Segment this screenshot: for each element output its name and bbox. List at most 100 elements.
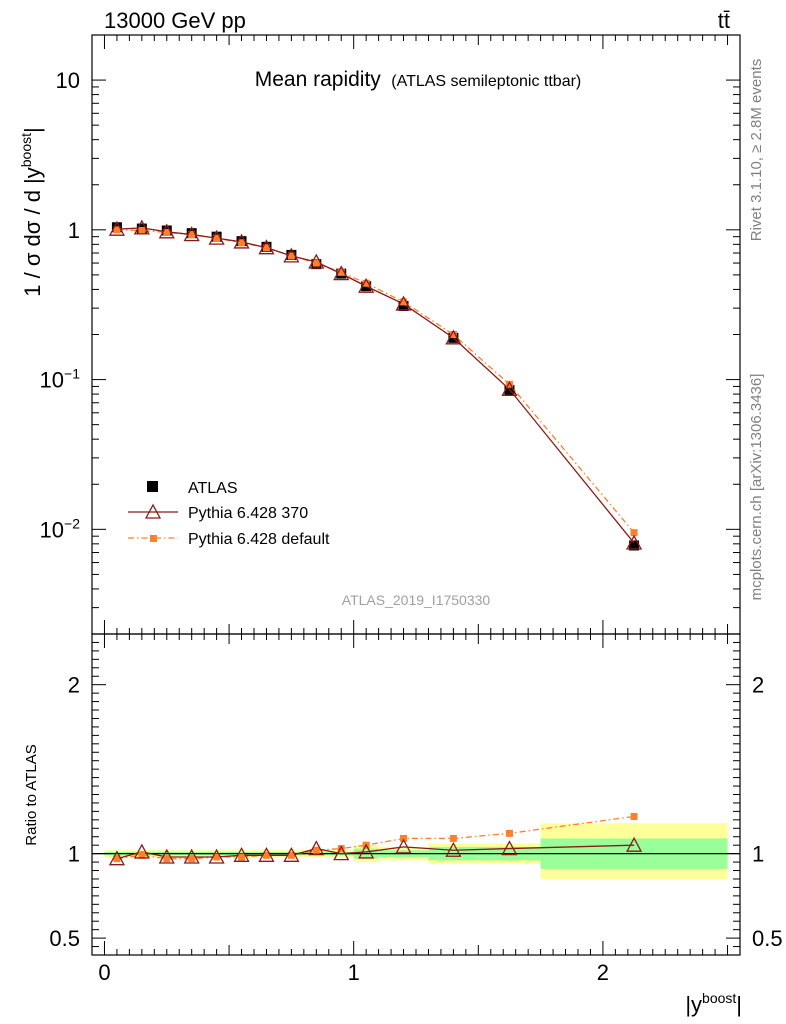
pythia370-point (501, 381, 518, 397)
main-ylabel-base: 1 / σ dσ / d |y (20, 167, 45, 296)
pythia-default-ratio-point (163, 855, 171, 863)
pythia370-point (158, 223, 175, 239)
ratio-y-tick-label-right: 2 (752, 673, 764, 698)
energy-label: 13000 GeV pp (104, 8, 246, 33)
pythia370-ratio-point (358, 843, 375, 859)
ratio-ylabel: Ratio to ATLAS (23, 744, 40, 845)
ratio-y-tick-label-left: 0.5 (49, 926, 80, 951)
legend-marker-pythia-default (150, 535, 157, 542)
plot-title-main: Mean rapidity (255, 68, 382, 91)
pythia-default-point (262, 244, 270, 252)
pythia-default-point (337, 268, 345, 276)
main-ylabel-sup: boost (18, 133, 34, 167)
pythia370-point (333, 265, 350, 281)
pythia370-ratio-point (501, 840, 518, 856)
mcplots-label: mcplots.cern.ch [arXiv:1306.3436] (748, 374, 765, 601)
pythia370-point (358, 277, 375, 293)
main-ylabel-close: | (20, 127, 45, 133)
rivet-label: Rivet 3.1.10, ≥ 2.8M events (748, 59, 765, 242)
pythia-default-ratio-point (449, 834, 457, 842)
pythia-default-point (213, 234, 221, 242)
ratio-axis-ticks: 2 2 1 1 0.5 0.5 0 1 2 (49, 634, 783, 985)
main-ylabel: 1 / σ dσ / d |yboost| (18, 127, 45, 296)
ratio-y-tick-label-right: 1 (752, 842, 764, 867)
pythia-default-point (362, 279, 370, 287)
pythia370-point (108, 220, 126, 236)
pythia370-point (445, 329, 462, 345)
pythia-default-point (113, 226, 121, 234)
pythia-default-ratio-point (213, 853, 221, 861)
pythia-default-point (312, 259, 320, 267)
pythia-default-ratio-point (113, 855, 121, 863)
pythia370-ratio-point (625, 836, 643, 852)
legend: ATLAS Pythia 6.428 370 Pythia 6.428 defa… (128, 480, 330, 548)
x-tick-label: 2 (597, 960, 609, 985)
atlas-point (398, 300, 409, 311)
pythia-default-point (238, 239, 246, 247)
pythia-default-ratio-point (238, 853, 246, 861)
pythia370-ratio-point (333, 845, 350, 861)
main-y-tick-label: 10 (56, 68, 80, 93)
pythia370-point (308, 253, 325, 269)
pythia370-point (283, 247, 300, 263)
legend-marker-pythia370 (144, 503, 162, 519)
x-tick-label: 1 (348, 960, 360, 985)
pythia-default-ratio-point (337, 845, 345, 853)
pythia-default-ratio-point (262, 851, 270, 859)
analysis-label: ATLAS_2019_I1750330 (342, 592, 491, 608)
pythia370-ratio-point (183, 848, 200, 864)
pythia370-point (133, 219, 150, 235)
pythia370-point (208, 229, 225, 245)
pythia-default-point (163, 228, 171, 236)
pythia370-point (625, 534, 643, 550)
ratio-y-tick-label-right: 0.5 (752, 926, 783, 951)
main-series (108, 219, 643, 551)
pythia-default-point (400, 298, 408, 306)
atlas-point (629, 540, 640, 551)
pythia-default-ratio-point (312, 846, 320, 854)
legend-marker-atlas (147, 481, 158, 492)
pythia-default-ratio-line (116, 815, 635, 860)
legend-label-pythia-default: Pythia 6.428 default (188, 531, 330, 548)
x-axis-label-sup: boost (702, 990, 736, 1006)
pythia370-ratio-point (133, 843, 150, 859)
pythia-default-point (630, 529, 638, 537)
ratio-uncertainty-bands (92, 823, 740, 879)
main-y-tick-label: 1 (68, 218, 80, 243)
pythia370-ratio-point (283, 846, 300, 862)
x-axis-label: |yboost| (685, 990, 742, 1017)
legend-label-pythia370: Pythia 6.428 370 (188, 505, 308, 522)
pythia370-ratio-point (258, 846, 275, 862)
ratio-y-tick-label-left: 1 (68, 842, 80, 867)
x-axis-label-close: | (736, 992, 742, 1017)
pythia370-ratio-point (208, 848, 225, 864)
pythia-default-ratio-point (188, 855, 196, 863)
pythia370-ratio-point (233, 846, 250, 862)
x-tick-label: 0 (98, 960, 110, 985)
pythia370-ratio-point (158, 848, 175, 864)
pythia-default-ratio-point (287, 851, 295, 859)
pythia-default-point (287, 252, 295, 260)
ratio-y-tick-label-left: 2 (68, 673, 80, 698)
pythia370-ratio-point (108, 850, 126, 866)
pythia370-point (395, 295, 412, 311)
x-axis-label-base: |y (685, 992, 702, 1017)
pythia370-point (233, 233, 250, 249)
legend-label-atlas: ATLAS (188, 480, 238, 497)
pythia-default-point (505, 380, 513, 388)
plot-title-sub: (ATLAS semileptonic ttbar) (391, 73, 581, 90)
pythia370-point (183, 226, 200, 242)
pythia370-ratio-point (445, 841, 462, 857)
pythia370-ratio-point (395, 838, 412, 854)
pythia-default-ratio-point (400, 834, 408, 842)
main-y-tick-label: 10−1 (40, 366, 81, 393)
main-axis-ticks: 10 1 10−1 10−2 (40, 34, 740, 635)
plot-title: Mean rapidity (ATLAS semileptonic ttbar) (255, 68, 582, 91)
ratio-series (108, 812, 643, 866)
pythia-default-ratio-point (138, 851, 146, 859)
pythia370-point (258, 239, 275, 255)
pythia-default-point (449, 331, 457, 338)
process-label: tt̄ (718, 8, 730, 33)
pythia-default-ratio-point (630, 812, 638, 820)
